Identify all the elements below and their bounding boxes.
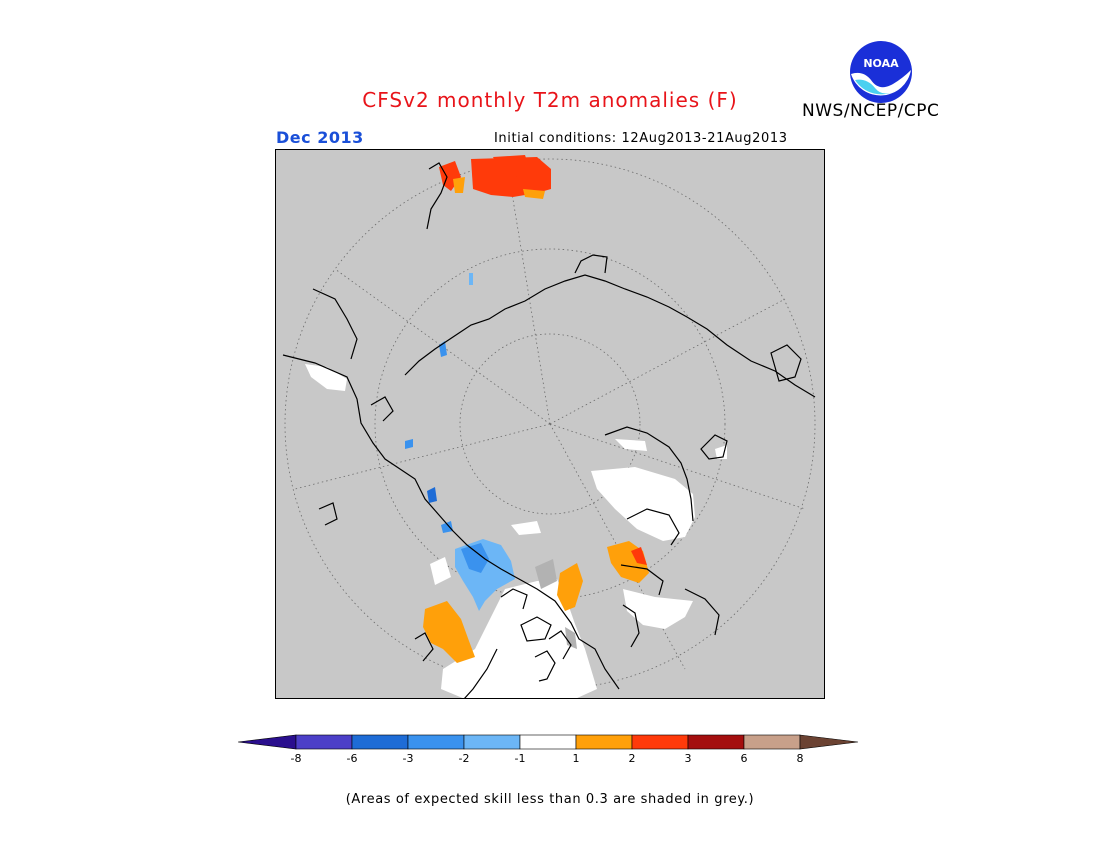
color-scale-tick-label: 3 [684, 752, 692, 765]
color-scale-cell [351, 734, 409, 750]
color-scale-tick-label: 8 [796, 752, 804, 765]
color-scale-tick-label: -2 [458, 752, 470, 765]
initial-conditions: Initial conditions: 12Aug2013-21Aug2013 [494, 131, 788, 146]
color-scale-arrow-low [238, 734, 297, 750]
polar-map [275, 149, 825, 699]
color-scale-cell [575, 734, 633, 750]
low-skill-patches [535, 559, 577, 649]
anomaly-near-normal [305, 364, 727, 699]
color-scale-cells [238, 734, 859, 750]
color-scale-cell [519, 734, 577, 750]
color-scale-cell [631, 734, 689, 750]
color-scale-cell [743, 734, 801, 750]
skill-note: (Areas of expected skill less than 0.3 a… [345, 792, 755, 807]
color-scale-tick-label: 6 [740, 752, 748, 765]
color-scale-cell [295, 734, 353, 750]
map-title: CFSv2 monthly T2m anomalies (F) [362, 88, 738, 112]
color-scale-tick-label: -6 [346, 752, 358, 765]
coastlines [282, 162, 816, 699]
logo-text: NOAA [863, 57, 899, 70]
noaa-logo-icon: NOAA [850, 41, 912, 103]
color-scale-tick-label: 2 [628, 752, 636, 765]
color-scale-tick-label: -3 [402, 752, 414, 765]
color-scale-tick-label: -1 [514, 752, 526, 765]
color-scale-arrow-high [799, 734, 859, 750]
color-scale-tick-label: 1 [572, 752, 580, 765]
anomaly-warm [423, 155, 649, 663]
color-scale-tick-label: -8 [290, 752, 302, 765]
color-scale-bar [238, 734, 859, 750]
color-scale-cell [687, 734, 745, 750]
forecast-month: Dec 2013 [276, 128, 364, 147]
color-scale-labels: -8 -6 -3 -2 -1 1 2 3 6 8 [0, 752, 1100, 768]
color-scale-cell [463, 734, 521, 750]
agency-label: NWS/NCEP/CPC [802, 101, 940, 121]
color-scale-cell [407, 734, 465, 750]
